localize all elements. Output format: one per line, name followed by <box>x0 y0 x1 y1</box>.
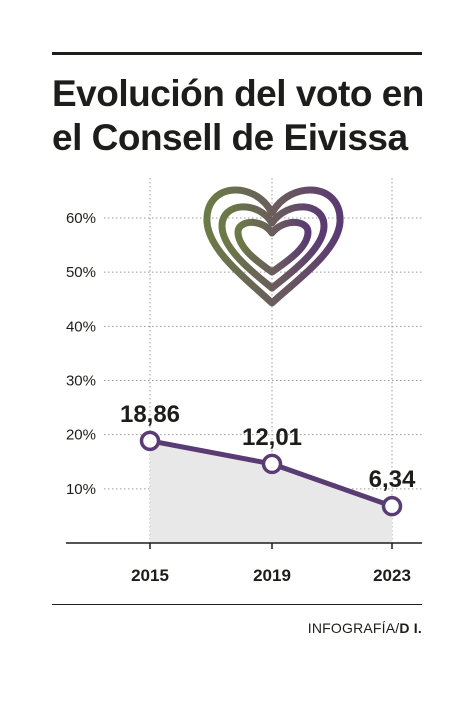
bottom-rule <box>52 604 422 605</box>
data-labels: 18,86 12,01 6,34 <box>120 401 416 493</box>
y-axis-ticks: 10% 20% 30% 40% 50% 60% <box>66 210 96 498</box>
data-point-2023 <box>381 495 403 517</box>
y-tick-label: 20% <box>66 427 96 444</box>
area-fill <box>150 440 392 543</box>
data-point-2019 <box>261 453 283 475</box>
area-layer <box>150 440 392 543</box>
x-tick-label: 2019 <box>253 566 291 585</box>
y-tick-label: 60% <box>66 210 96 227</box>
data-label-2019: 12,01 <box>242 424 302 451</box>
y-tick-label: 40% <box>66 318 96 335</box>
heart-maze-logo-icon <box>203 186 344 307</box>
data-points <box>139 430 403 517</box>
title-line-2: el Consell de Eivissa <box>52 117 408 158</box>
x-tick-label: 2023 <box>373 566 411 585</box>
title-line-1: Evolución del voto en <box>52 73 424 114</box>
x-axis-ticks: 2015 2019 2023 <box>131 566 411 585</box>
y-tick-label: 30% <box>66 373 96 390</box>
data-label-2015: 18,86 <box>120 401 180 428</box>
data-label-2023: 6,34 <box>369 466 416 493</box>
y-tick-label: 50% <box>66 264 96 281</box>
chart-title: Evolución del voto en el Consell de Eivi… <box>52 72 432 160</box>
top-rule <box>52 52 422 55</box>
credit: INFOGRAFÍA/D I. <box>308 620 422 636</box>
credit-prefix: INFOGRAFÍA/ <box>307 620 400 636</box>
data-point-2015 <box>139 430 161 452</box>
baseline <box>66 542 422 549</box>
credit-author: D I. <box>399 620 422 636</box>
y-tick-label: 10% <box>66 481 96 498</box>
x-tick-label: 2015 <box>131 566 169 585</box>
